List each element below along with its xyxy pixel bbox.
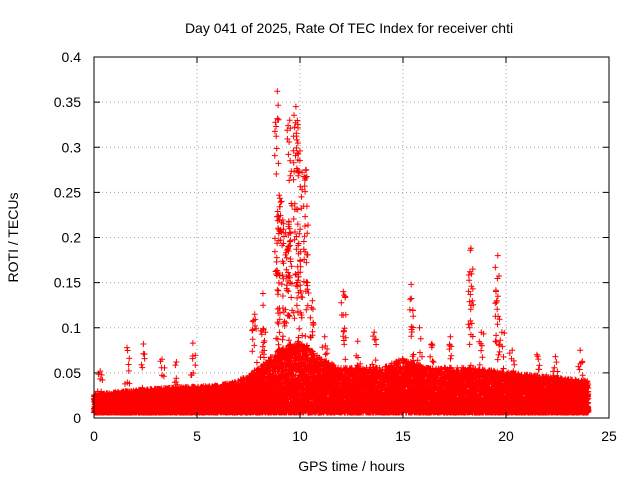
x-tick-label: 5 <box>193 428 201 444</box>
y-tick-label: 0.4 <box>62 49 82 65</box>
axis-ticks: 0 5 10 15 20 25 0 0.05 0.1 0.15 0.2 0.25 0.3 0.35 0.4 <box>54 49 617 444</box>
y-tick-label: 0.1 <box>62 320 82 336</box>
x-tick-label: 20 <box>498 428 514 444</box>
roti-points <box>91 88 592 416</box>
x-axis-title: GPS time / hours <box>298 458 405 474</box>
y-tick-label: 0.05 <box>54 365 81 381</box>
y-tick-label: 0.15 <box>54 275 81 291</box>
x-tick-label: 0 <box>90 428 98 444</box>
y-tick-label: 0.35 <box>54 94 81 110</box>
y-tick-label: 0.3 <box>62 139 82 155</box>
y-tick-label: 0.25 <box>54 184 81 200</box>
chart-title: Day 041 of 2025, Rate Of TEC Index for r… <box>185 20 513 36</box>
y-axis-title: ROTI / TECUs <box>5 193 21 283</box>
grid <box>94 57 609 418</box>
plot-frame <box>93 56 610 419</box>
y-tick-label: 0.2 <box>62 230 82 246</box>
x-tick-label: 15 <box>395 428 411 444</box>
x-tick-label: 10 <box>292 428 308 444</box>
roti-series <box>91 88 592 416</box>
y-tick-label: 0 <box>73 410 81 426</box>
x-tick-label: 25 <box>601 428 617 444</box>
